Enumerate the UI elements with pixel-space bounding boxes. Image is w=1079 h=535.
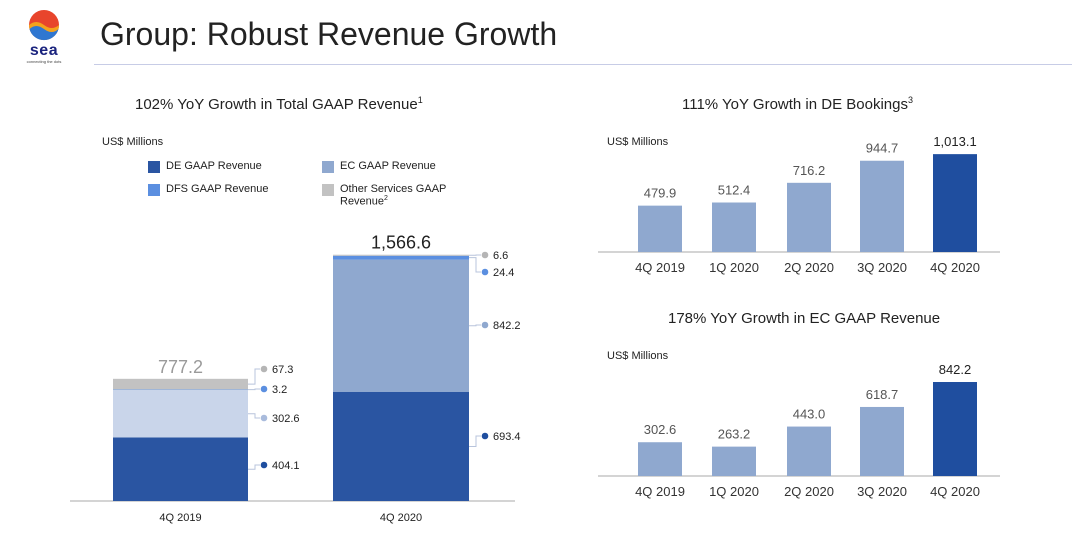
callout-dot-other-0	[260, 365, 268, 373]
de-bookings-category-label-4: 4Q 2020	[930, 260, 980, 275]
callout-dot-ec-0	[260, 414, 268, 422]
legend-dfs-gaap: DFS GAAP Revenue	[148, 183, 269, 196]
category-label-1: 4Q 2020	[380, 512, 422, 524]
callout-dot-dfs-0	[260, 385, 268, 393]
sea-logo	[24, 8, 64, 64]
ec-revenue-bar-1	[712, 446, 756, 476]
legend-label-other: Other Services GAAP Revenue2	[340, 183, 447, 208]
title-divider	[94, 64, 1072, 65]
de-bookings-value-label-4: 1,013.1	[933, 134, 976, 149]
total-revenue-units: US$ Millions	[102, 136, 164, 148]
de-bookings-units: US$ Millions	[607, 136, 669, 148]
de-bookings-bar-3	[860, 160, 904, 252]
bar-de-0	[113, 437, 248, 501]
ec-revenue-value-label-0: 302.6	[644, 422, 677, 437]
legend-swatch-de	[148, 161, 160, 173]
legend-de-gaap: DE GAAP Revenue	[148, 160, 262, 173]
ec-revenue-bar-0	[638, 442, 682, 476]
ec-revenue-bar-3	[860, 406, 904, 476]
value-label-other-0: 67.3	[272, 364, 293, 376]
legend-label-ec: EC GAAP Revenue	[340, 160, 436, 172]
total-revenue-chart-title: 102% YoY Growth in Total GAAP Revenue1	[135, 95, 423, 113]
bar-ec-1	[333, 259, 469, 392]
connector-dfs-1	[469, 257, 481, 273]
connector-other-0	[248, 368, 260, 385]
logo-tagline: connecting the dots	[26, 59, 62, 64]
ec-revenue-value-label-1: 263.2	[718, 427, 751, 442]
connector-de-0	[248, 464, 260, 470]
ec-revenue-value-label-4: 842.2	[939, 362, 972, 377]
value-label-other-1: 6.6	[493, 250, 508, 262]
legend-label-de: DE GAAP Revenue	[166, 160, 262, 172]
callout-dot-de-0	[260, 461, 268, 469]
ec-revenue-value-label-3: 618.7	[866, 387, 899, 402]
value-label-ec-1: 842.2	[493, 320, 521, 332]
logo-wordmark: sea	[29, 42, 59, 59]
bar-de-1	[333, 391, 469, 501]
legend-swatch-dfs	[148, 184, 160, 196]
connector-de-1	[469, 435, 481, 447]
sea-logo-icon	[29, 10, 59, 41]
value-label-de-0: 404.1	[272, 460, 300, 472]
de-bookings-value-label-2: 716.2	[793, 163, 826, 178]
connector-dfs-0	[248, 388, 260, 391]
de-bookings-category-label-1: 1Q 2020	[709, 260, 759, 275]
total-label-0: 777.2	[158, 357, 203, 377]
ec-revenue-category-label-3: 3Q 2020	[857, 484, 907, 499]
legend-label-dfs: DFS GAAP Revenue	[166, 183, 269, 195]
value-label-dfs-1: 24.4	[493, 267, 514, 279]
ec-revenue-category-label-1: 1Q 2020	[709, 484, 759, 499]
bar-dfs-1	[333, 255, 469, 260]
ec-revenue-units: US$ Millions	[607, 350, 669, 362]
ec-revenue-chart-title: 178% YoY Growth in EC GAAP Revenue	[668, 310, 941, 327]
de-bookings-value-label-0: 479.9	[644, 186, 677, 201]
ec-revenue-bar-2	[787, 426, 831, 476]
legend-swatch-ec	[322, 161, 334, 173]
value-label-dfs-0: 3.2	[272, 384, 287, 396]
de-bookings-category-label-0: 4Q 2019	[635, 260, 685, 275]
callout-dot-other-1	[481, 251, 489, 259]
de-bookings-bar-4	[933, 154, 977, 252]
ec-revenue-value-label-2: 443.0	[793, 407, 826, 422]
legend-other-services: Other Services GAAP Revenue2	[322, 183, 462, 208]
callout-dot-de-1	[481, 432, 489, 440]
ec-revenue-bar-4	[933, 382, 977, 476]
de-bookings-bar-1	[712, 202, 756, 252]
bar-ec-0	[113, 389, 248, 438]
ec-revenue-category-label-0: 4Q 2019	[635, 484, 685, 499]
de-bookings-value-label-3: 944.7	[866, 141, 899, 156]
de-bookings-category-label-2: 2Q 2020	[784, 260, 834, 275]
de-bookings-bar-2	[787, 182, 831, 252]
connector-ec-1	[469, 324, 481, 327]
de-bookings-value-label-1: 512.4	[718, 183, 751, 198]
ec-revenue-category-label-2: 2Q 2020	[784, 484, 834, 499]
total-label-1: 1,566.6	[371, 233, 431, 253]
bar-other-1	[333, 254, 469, 256]
legend-swatch-other	[322, 184, 334, 196]
bar-other-0	[113, 378, 248, 390]
page-title: Group: Robust Revenue Growth	[100, 16, 558, 52]
ec-revenue-category-label-4: 4Q 2020	[930, 484, 980, 499]
de-bookings-chart-title: 111% YoY Growth in DE Bookings3	[682, 95, 913, 113]
de-bookings-bar-0	[638, 205, 682, 252]
callout-dot-ec-1	[481, 321, 489, 329]
value-label-de-1: 693.4	[493, 431, 521, 443]
callout-dot-dfs-1	[481, 268, 489, 276]
de-bookings-category-label-3: 3Q 2020	[857, 260, 907, 275]
legend-ec-gaap: EC GAAP Revenue	[322, 160, 436, 173]
category-label-0: 4Q 2019	[159, 512, 201, 524]
bar-dfs-0	[113, 389, 248, 390]
connector-ec-0	[248, 413, 260, 419]
value-label-ec-0: 302.6	[272, 413, 300, 425]
